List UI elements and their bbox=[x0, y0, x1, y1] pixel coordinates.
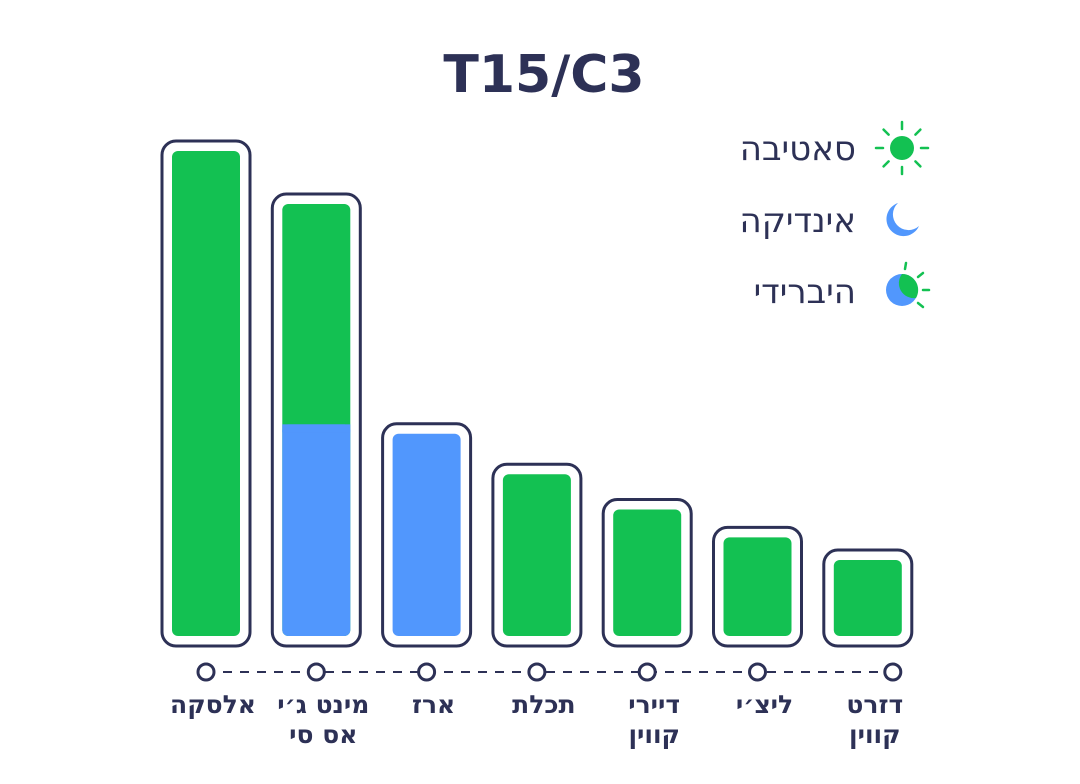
axis-baseline bbox=[196, 662, 903, 682]
category-label: דיירי bbox=[628, 690, 680, 719]
axis-marker bbox=[527, 662, 547, 682]
bars bbox=[160, 139, 914, 648]
moon-icon bbox=[886, 203, 919, 237]
axis-marker bbox=[748, 662, 767, 682]
bar-group bbox=[601, 498, 693, 648]
legend-label-hybrid: היברידי bbox=[754, 272, 856, 312]
axis-marker bbox=[417, 662, 437, 682]
category-label: דזרט bbox=[846, 690, 903, 719]
axis-marker bbox=[306, 662, 326, 682]
category-label: אלסקה bbox=[170, 690, 256, 719]
legend: סאטיבה אינדיקה היברידי bbox=[740, 120, 931, 312]
legend-label-indica: אינדיקה bbox=[740, 201, 856, 241]
bar-group bbox=[160, 139, 252, 648]
axis-marker bbox=[196, 662, 216, 682]
legend-item-sativa: סאטיבה bbox=[740, 120, 930, 176]
bar-indica bbox=[392, 433, 461, 636]
sun-icon bbox=[874, 120, 930, 176]
category-label: תכלת bbox=[512, 690, 575, 719]
bar-sativa bbox=[723, 537, 792, 636]
bar-group bbox=[712, 525, 803, 648]
bar-group bbox=[491, 462, 583, 648]
bar-group bbox=[822, 548, 914, 648]
chart-title: T15/C3 bbox=[443, 45, 644, 105]
bar-sativa bbox=[613, 509, 682, 636]
bar-sativa bbox=[172, 151, 240, 636]
bar-indica bbox=[282, 424, 351, 636]
category-label: מינט ג׳י bbox=[277, 690, 369, 719]
legend-item-indica: אינדיקה bbox=[740, 201, 919, 241]
bar-group bbox=[270, 192, 362, 648]
category-label: קווין bbox=[628, 720, 680, 749]
category-label: אס סי bbox=[289, 720, 357, 749]
category-label: ליצ׳י bbox=[736, 690, 793, 719]
bar-sativa bbox=[502, 474, 571, 636]
axis-marker bbox=[883, 662, 903, 682]
category-label: ארז bbox=[412, 690, 455, 719]
bar-indica-top bbox=[282, 424, 351, 433]
axis-marker bbox=[637, 662, 657, 682]
legend-item-hybrid: היברידי bbox=[754, 261, 931, 312]
bar-group bbox=[381, 422, 473, 648]
hybrid-sun-moon-icon bbox=[886, 261, 931, 309]
legend-label-sativa: סאטיבה bbox=[740, 129, 856, 169]
bar-sativa bbox=[833, 560, 902, 636]
category-label: קווין bbox=[849, 720, 901, 749]
